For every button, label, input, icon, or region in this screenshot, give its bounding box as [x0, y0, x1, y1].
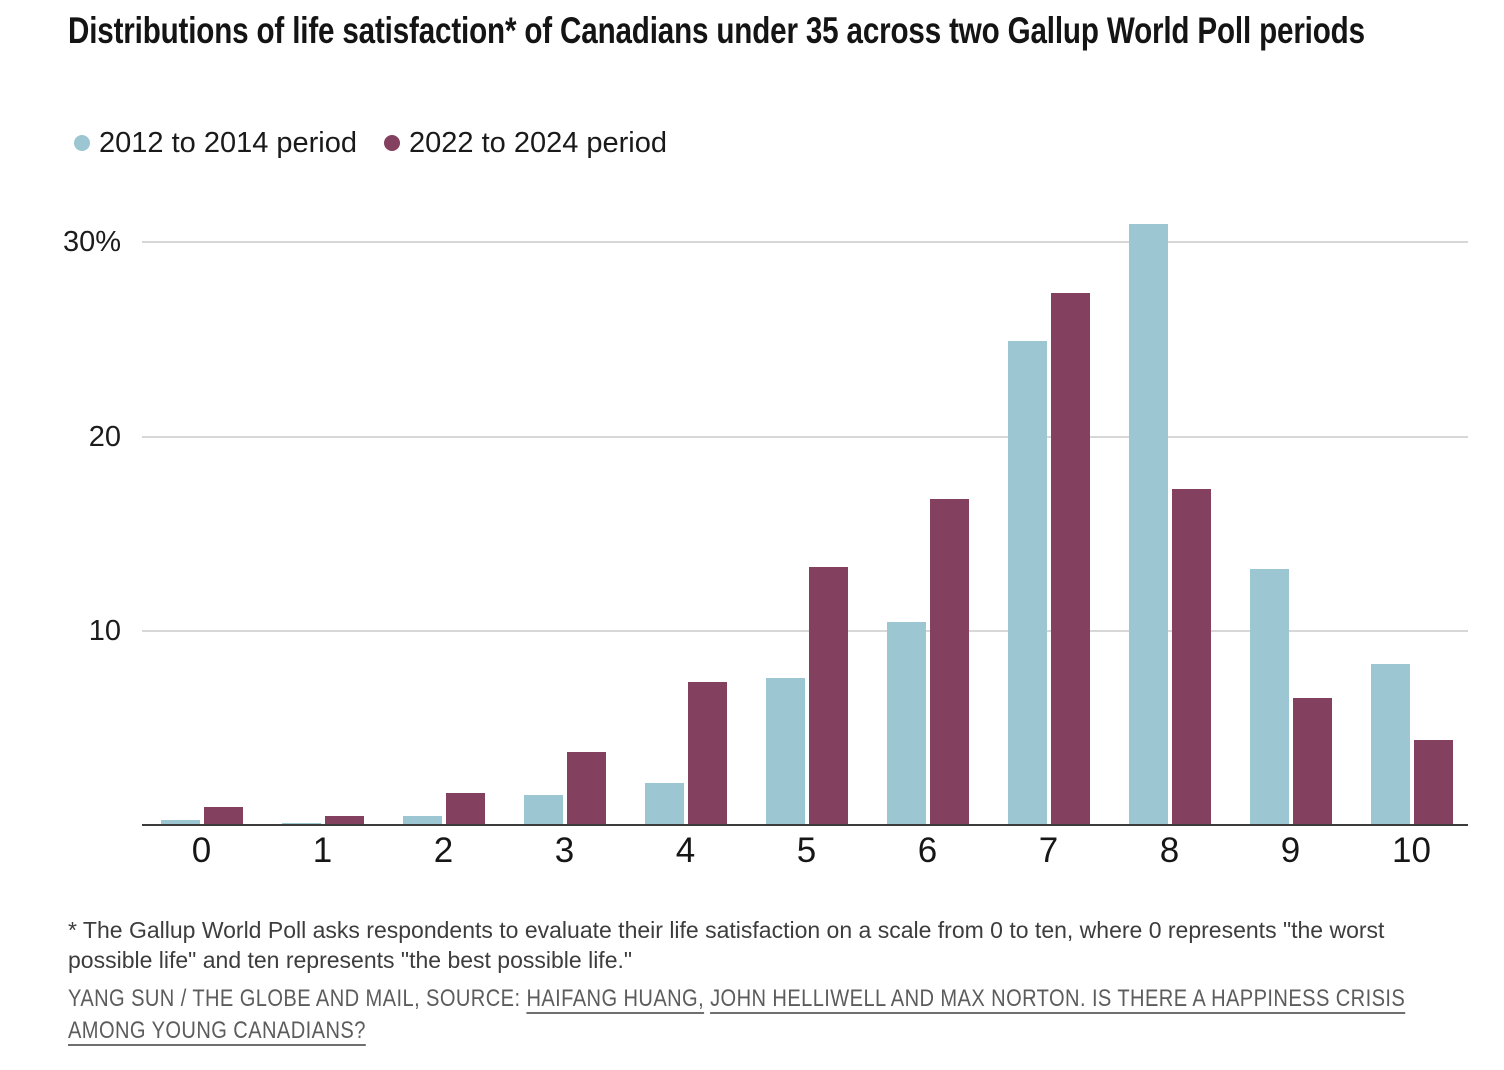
legend-item-1: 2012 to 2014 period [74, 127, 357, 160]
bar-series2-cat7 [1050, 292, 1090, 824]
bar-series1-cat4 [644, 783, 684, 824]
bar-series2-cat10 [1413, 740, 1453, 824]
x-tick-label-5: 5 [796, 831, 817, 870]
x-tick-label-3: 3 [554, 831, 575, 870]
x-axis-labels: 0 1 2 3 4 5 6 7 8 9 10 [142, 831, 1468, 877]
legend-item-2: 2022 to 2024 period [384, 127, 667, 160]
bar-series1-cat3 [523, 794, 563, 824]
legend-label: 2022 to 2024 period [409, 126, 667, 159]
bar-series1-cat5 [765, 678, 805, 824]
bar-series2-cat2 [445, 792, 485, 824]
bar-series2-cat6 [929, 498, 969, 824]
source-link-authors[interactable]: HAIFANG HUANG, [526, 985, 705, 1012]
plot-area [142, 224, 1468, 826]
footnote-text: * The Gallup World Poll asks respondents… [68, 917, 1385, 973]
bar-chart-figure: 10 20 30% 0 1 2 3 4 5 6 7 8 9 10 [0, 0, 1468, 900]
legend-label: 2012 to 2014 period [99, 126, 357, 159]
bar-series1-cat8 [1128, 224, 1168, 824]
credit-byline: YANG SUN / THE GLOBE AND MAIL, SOURCE: [68, 985, 527, 1012]
bar-series1-cat9 [1249, 569, 1289, 824]
x-tick-label-1: 1 [312, 831, 333, 870]
bar-series1-cat0 [160, 820, 200, 824]
bar-series2-cat9 [1292, 697, 1332, 824]
bar-series1-cat6 [886, 621, 926, 824]
gridline-10 [142, 630, 1468, 633]
bar-series2-cat0 [203, 806, 243, 824]
x-tick-label-10: 10 [1392, 831, 1431, 870]
bar-series1-cat7 [1007, 341, 1047, 824]
x-tick-label-0: 0 [191, 831, 212, 870]
bar-series2-cat3 [566, 752, 606, 824]
bar-series1-cat2 [402, 816, 442, 824]
bar-series2-cat5 [808, 567, 848, 824]
gridline-20 [142, 435, 1468, 438]
x-tick-label-8: 8 [1159, 831, 1180, 870]
gridline-30 [142, 241, 1468, 243]
chart-legend: 2012 to 2014 period 2022 to 2024 period [74, 126, 667, 160]
bar-series2-cat8 [1171, 489, 1211, 824]
y-tick-label-20: 20 [88, 420, 121, 453]
x-tick-label-2: 2 [433, 831, 454, 870]
y-axis-labels: 10 20 30% [0, 0, 121, 900]
bar-series2-cat4 [687, 681, 727, 824]
x-tick-label-7: 7 [1038, 831, 1059, 870]
source-link-paper-title[interactable]: JOHN HELLIWELL AND MAX NORTON. IS THERE … [68, 985, 1406, 1044]
x-tick-label-4: 4 [675, 831, 696, 870]
y-tick-label-10: 10 [88, 615, 121, 648]
x-tick-label-9: 9 [1280, 831, 1301, 870]
credit-line: YANG SUN / THE GLOBE AND MAIL, SOURCE: H… [68, 983, 1429, 1047]
bar-series1-cat1 [281, 823, 321, 824]
bar-series2-cat1 [324, 816, 364, 824]
footnote: * The Gallup World Poll asks respondents… [68, 915, 1468, 975]
x-tick-label-6: 6 [917, 831, 938, 870]
bar-series1-cat10 [1370, 664, 1410, 824]
y-tick-label-30: 30% [62, 226, 121, 258]
legend-dot-icon [384, 135, 400, 151]
chart-title: Distributions of life satisfaction* of C… [68, 10, 1365, 51]
legend-dot-icon [74, 135, 90, 151]
